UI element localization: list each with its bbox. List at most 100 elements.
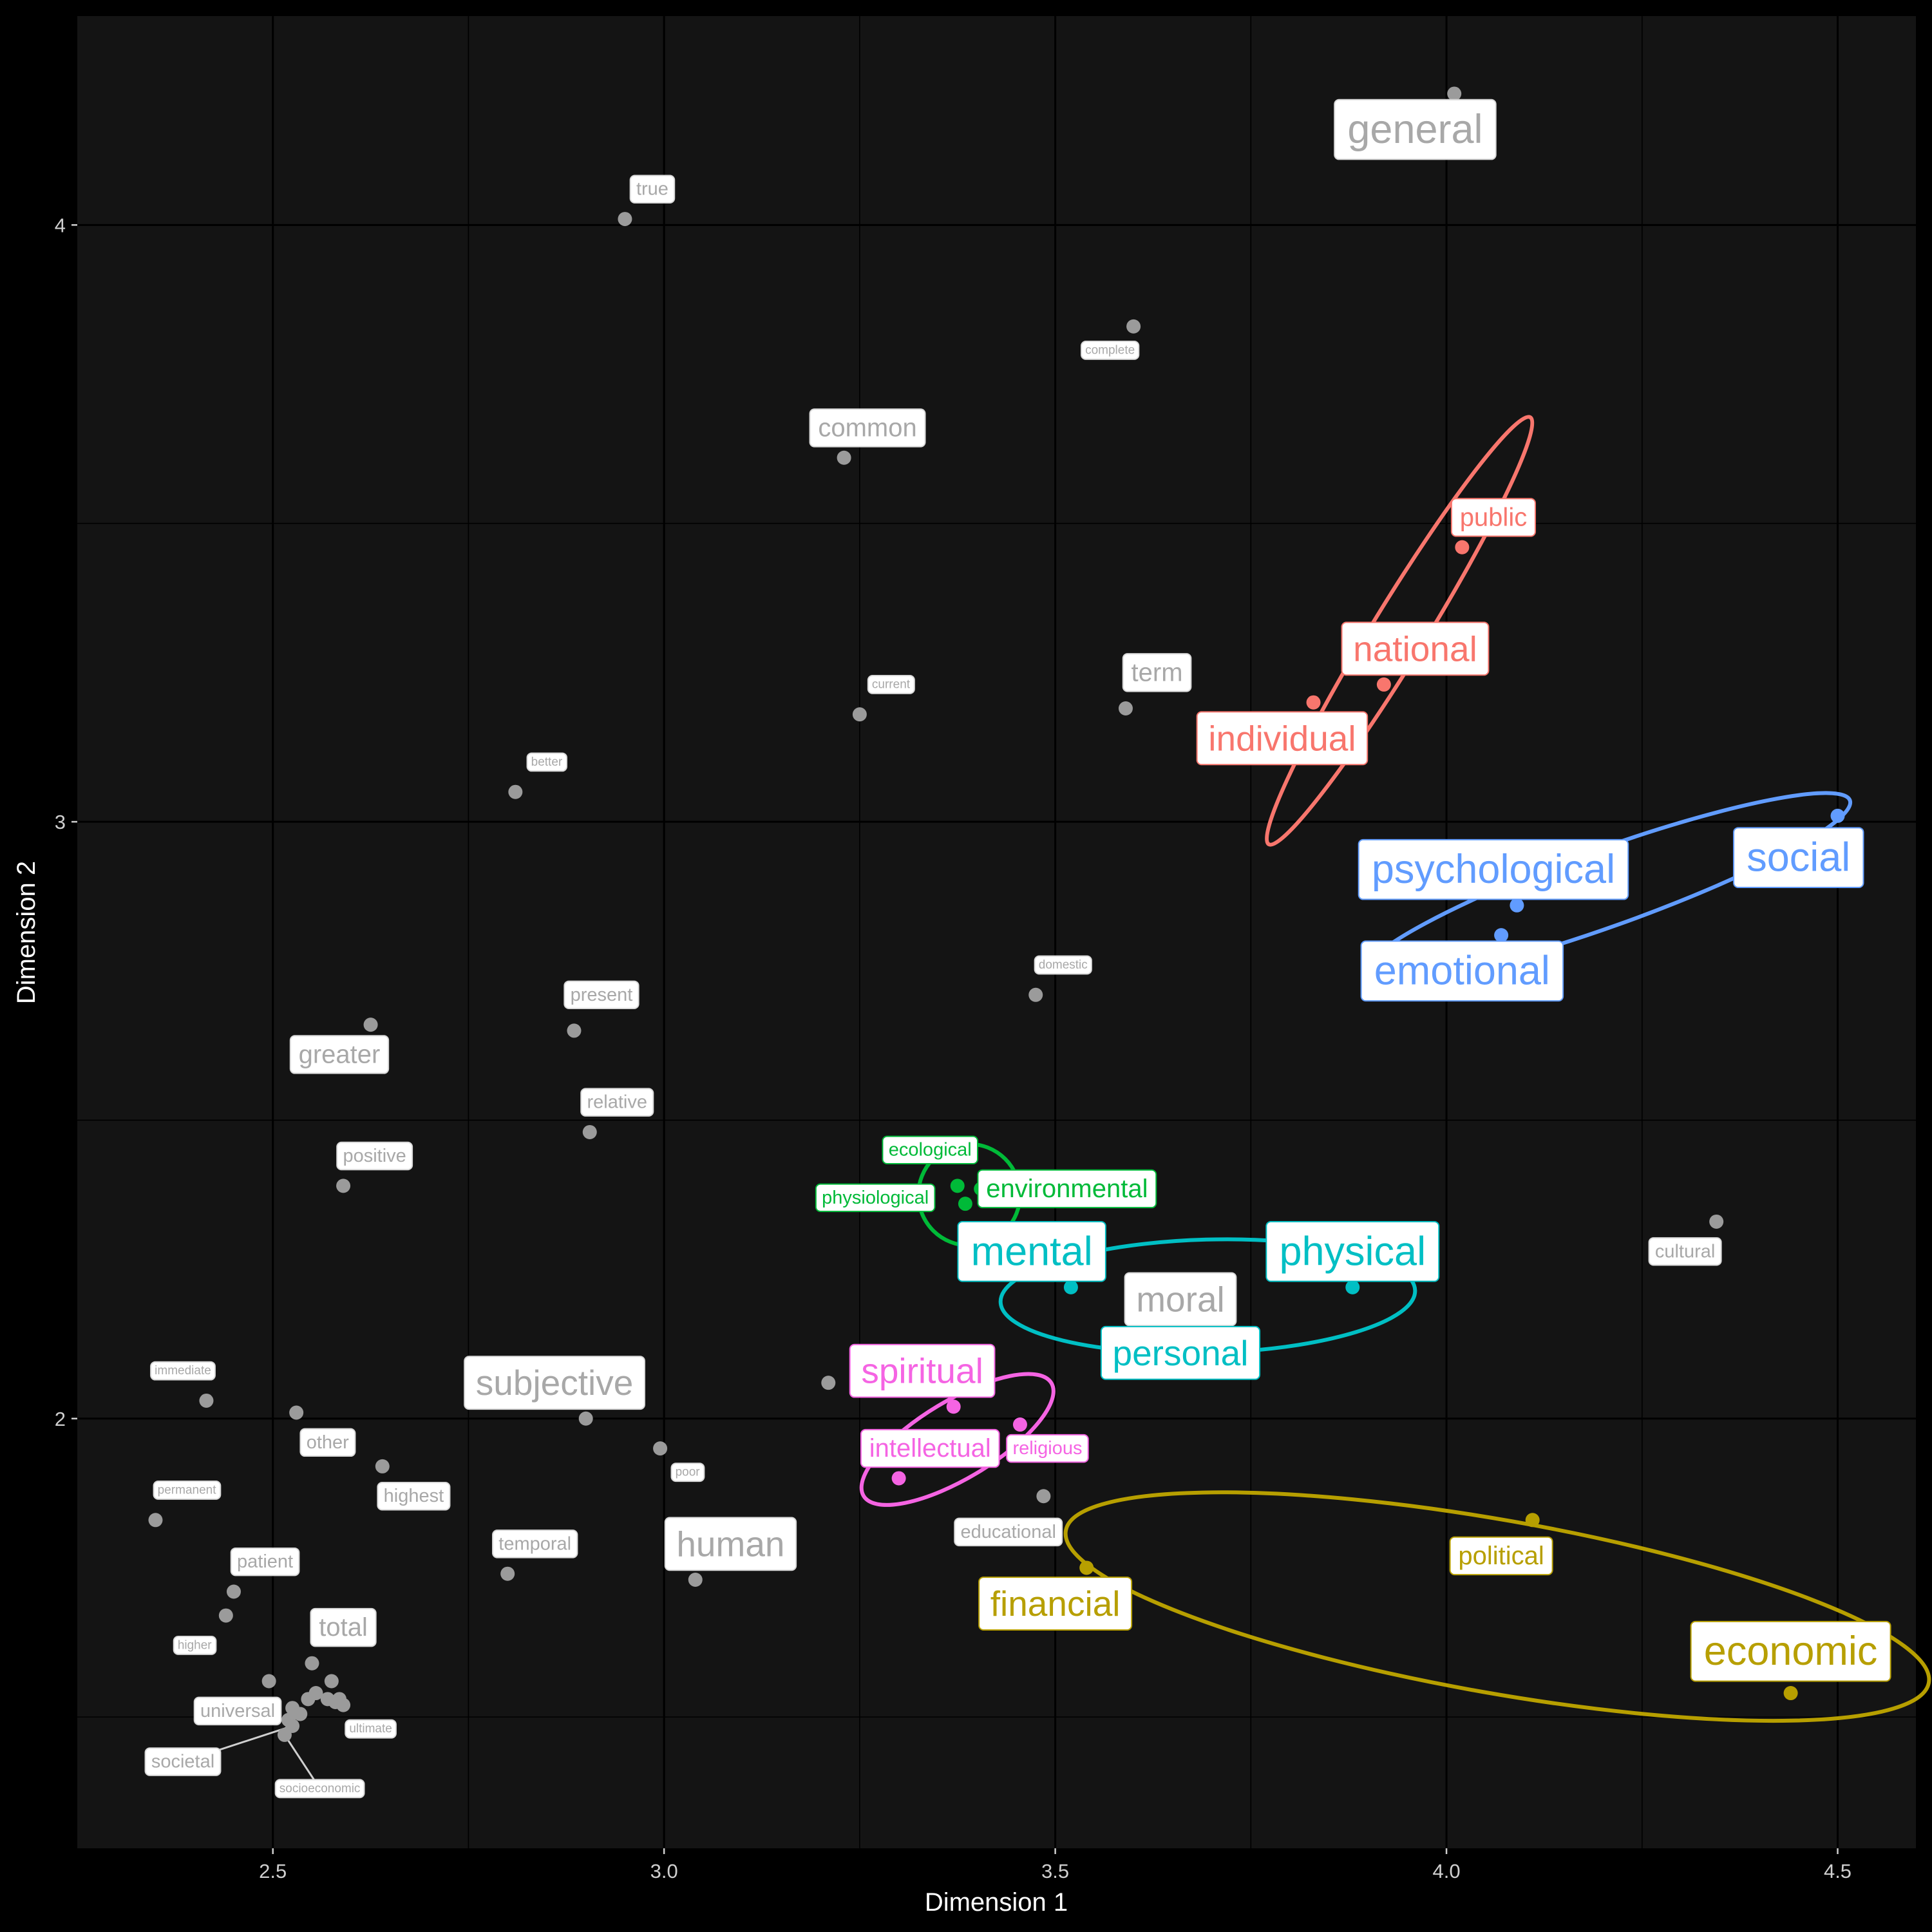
label-text: poor: [676, 1466, 701, 1479]
label-box: [1006, 1434, 1089, 1463]
label-text: cultural: [1655, 1241, 1716, 1262]
label-immediate: immediate: [150, 1361, 216, 1381]
label-text: highest: [384, 1486, 444, 1506]
point-true: [618, 212, 632, 227]
label-text: positive: [343, 1146, 406, 1166]
plot-panel: [77, 16, 1916, 1848]
point-present: [567, 1023, 582, 1038]
label-physiological: physiological: [815, 1183, 936, 1213]
label-text: mental: [971, 1229, 1093, 1274]
x-axis-title: Dimension 1: [925, 1888, 1068, 1917]
label-text: present: [571, 985, 633, 1005]
point-unlabeled: [324, 1674, 339, 1689]
label-text: individual: [1208, 718, 1356, 758]
label-domestic: domestic: [1034, 955, 1092, 975]
label-text: public: [1460, 503, 1528, 531]
point-labels: general true complete common term current bett…: [144, 99, 1891, 1799]
label-text: relative: [587, 1092, 648, 1113]
label-text: emotional: [1374, 949, 1550, 994]
label-individual: individual: [1196, 711, 1368, 766]
label-text: personal: [1113, 1333, 1249, 1373]
label-permanent: permanent: [153, 1481, 222, 1500]
x-tick-label: 4.0: [1433, 1860, 1461, 1882]
label-box: [1196, 711, 1368, 766]
label-box: [193, 1696, 282, 1726]
label-text: other: [307, 1432, 349, 1453]
point-term: [1118, 701, 1133, 715]
point-better: [508, 784, 523, 799]
label-box: [336, 1141, 413, 1171]
label-text: immediate: [155, 1364, 211, 1378]
point-current: [852, 707, 867, 722]
label-box: [1122, 653, 1192, 692]
label-ultimate: ultimate: [345, 1719, 397, 1739]
point-other: [289, 1405, 304, 1420]
y-tick-label: 4: [55, 214, 66, 236]
label-box: [978, 1577, 1133, 1631]
label-box: [1358, 838, 1629, 900]
point-cultural: [1709, 1214, 1724, 1229]
label-box: [1081, 341, 1140, 360]
x-axis-ticks: 2.5 3.0 3.5 4.0 4.5: [259, 1848, 1852, 1882]
point-social: [1830, 808, 1845, 823]
label-complete: complete: [1081, 341, 1140, 360]
label-environmental: environmental: [977, 1169, 1157, 1209]
label-greater: greater: [289, 1035, 390, 1074]
label-highest: highest: [377, 1482, 451, 1511]
point-economic: [1783, 1686, 1798, 1701]
label-box: [1733, 827, 1864, 889]
point-temporal: [500, 1566, 515, 1581]
data-points: [148, 86, 1845, 1742]
label-emotional: emotional: [1360, 940, 1564, 1002]
point-permanent: [148, 1513, 163, 1528]
point-greater: [363, 1018, 378, 1032]
label-text: higher: [178, 1638, 212, 1652]
point-highest: [375, 1459, 390, 1473]
label-text: spiritual: [861, 1351, 983, 1391]
point-complete: [1126, 319, 1141, 334]
label-box: [670, 1463, 705, 1482]
label-box: [1360, 940, 1564, 1002]
y-tick-label: 2: [55, 1408, 66, 1430]
label-religious: religious: [1006, 1434, 1089, 1463]
label-economic: economic: [1690, 1620, 1891, 1682]
label-present: present: [564, 980, 639, 1010]
point-unlabeled: [301, 1692, 316, 1707]
point-unlabeled: [293, 1707, 308, 1721]
label-box: [1449, 1536, 1553, 1576]
point-total: [305, 1656, 319, 1671]
label-box: [860, 1428, 1000, 1468]
label-box: [526, 752, 567, 772]
label-text: physical: [1279, 1229, 1426, 1274]
label-box: [1124, 1272, 1237, 1327]
point-religious: [1012, 1417, 1027, 1432]
point-human: [688, 1572, 703, 1587]
label-cultural: cultural: [1648, 1237, 1722, 1266]
label-positive: positive: [336, 1141, 413, 1171]
label-other: other: [299, 1428, 356, 1457]
label-box: [564, 980, 639, 1010]
label-box: [1341, 621, 1490, 676]
x-tick-label: 3.0: [650, 1860, 678, 1882]
point-general: [1447, 86, 1462, 101]
label-better: better: [526, 752, 567, 772]
label-box: [1450, 498, 1537, 537]
label-poor: poor: [670, 1463, 705, 1482]
label-box: [299, 1428, 356, 1457]
label-text: common: [818, 413, 916, 442]
label-box: [977, 1169, 1157, 1209]
label-box: [957, 1220, 1106, 1282]
label-current: current: [867, 674, 915, 694]
point-socioeconomic: [277, 1727, 292, 1742]
label-text: ultimate: [349, 1722, 392, 1736]
point-domestic: [1028, 987, 1043, 1002]
label-box: [1690, 1620, 1891, 1682]
cluster-ellipse-6: [1063, 1490, 1931, 1723]
label-text: subjective: [476, 1363, 634, 1403]
point-spiritual: [946, 1399, 961, 1414]
label-text: socioeconomic: [279, 1782, 361, 1795]
label-text: patient: [237, 1551, 293, 1572]
label-text: educational: [961, 1522, 1056, 1542]
label-box: [153, 1481, 222, 1500]
point-immediate: [199, 1393, 214, 1408]
